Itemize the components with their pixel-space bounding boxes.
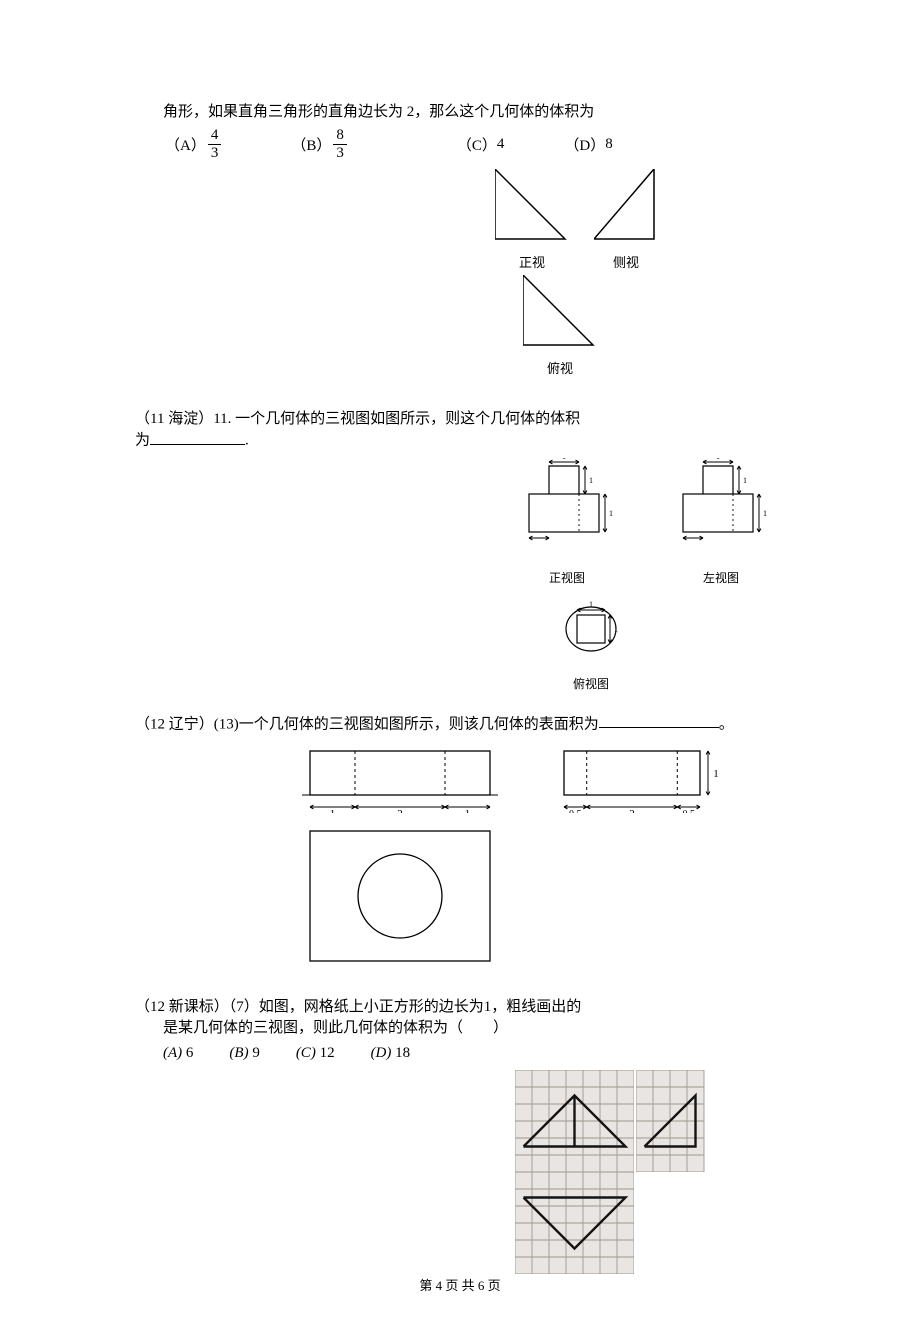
- q1-opt-b: （B） 83: [291, 127, 349, 161]
- q4-figure: [515, 1070, 785, 1274]
- q3-stem-row: （12 辽宁）(13)一个几何体的三视图如图所示，则该几何体的表面积为。: [135, 712, 785, 734]
- q3-figure: 1 2 1 1 0.5 2 0.5: [290, 741, 785, 975]
- q4-stem-l2: 是某几何体的三视图，则此几何体的体积为（ ）: [135, 1016, 785, 1037]
- q1-stem: 角形，如果直角三角形的直角边长为 2，那么这个几何体的体积为: [135, 100, 785, 121]
- svg-text:0.5: 0.5: [569, 809, 582, 813]
- q2-stem-line1: （11 海淀）11. 一个几何体的三视图如图所示，则这个几何体的体积: [135, 407, 785, 428]
- q3-blank: [599, 712, 719, 729]
- q2-side-label: 左视图: [661, 569, 781, 586]
- q1-front-label: 正视: [495, 252, 569, 271]
- svg-text:1: 1: [763, 509, 767, 518]
- q1-front-svg: [495, 169, 569, 243]
- q2-top-label: 俯视图: [531, 675, 651, 692]
- q4-top-svg: [515, 1172, 634, 1274]
- q1-side-svg: [594, 169, 658, 243]
- svg-text:1: 1: [716, 458, 720, 461]
- q1-options: （A） 43 （B） 83 （C）4 （D）8: [165, 127, 785, 161]
- q4: （12 新课标）（7）如图，网格纸上小正方形的边长为1，粗线画出的 是某几何体的…: [135, 995, 785, 1274]
- q4-opt-b: (B) 9: [229, 1045, 259, 1062]
- q4-side-svg: [636, 1070, 710, 1172]
- q2: （11 海淀）11. 一个几何体的三视图如图所示，则这个几何体的体积 为. 11…: [135, 407, 785, 692]
- q1-opt-c: （C）4: [457, 134, 505, 155]
- svg-text:1: 1: [743, 476, 747, 485]
- q1-top-svg: [523, 275, 597, 349]
- q3-front-svg: 1 2 1: [290, 741, 510, 813]
- svg-text:1: 1: [562, 458, 566, 461]
- q2-front-svg: 1 1 1: [507, 458, 627, 558]
- svg-text:1: 1: [589, 600, 593, 609]
- q1-top-label: 俯视: [523, 358, 597, 377]
- q2-front-label: 正视图: [507, 569, 627, 586]
- svg-text:2: 2: [397, 808, 403, 813]
- q1-figure: 正视 侧视 俯视: [495, 169, 785, 377]
- svg-text:1: 1: [330, 808, 336, 813]
- q2-stem-line2: 为.: [135, 428, 785, 450]
- q4-opt-c: (C) 12: [296, 1045, 335, 1062]
- q4-options: (A) 6 (B) 9 (C) 12 (D) 18: [135, 1045, 785, 1062]
- svg-text:1: 1: [589, 476, 593, 485]
- svg-text:1: 1: [609, 509, 613, 518]
- svg-text:1: 1: [713, 768, 718, 780]
- q1-side-label: 侧视: [594, 252, 658, 271]
- page-footer: 第 4 页 共 6 页: [0, 1275, 920, 1294]
- q1: 角形，如果直角三角形的直角边长为 2，那么这个几何体的体积为 （A） 43 （B…: [135, 100, 785, 377]
- q3-side-svg: 1 0.5 2 0.5: [548, 741, 718, 813]
- svg-text:2: 2: [629, 808, 635, 813]
- svg-text:1: 1: [614, 625, 618, 634]
- q1-opt-d: （D）8: [564, 134, 612, 155]
- q2-side-svg: 1 1 1: [661, 458, 781, 558]
- q4-opt-a: (A) 6: [163, 1045, 193, 1062]
- q3-top-svg: [300, 825, 500, 970]
- q3: （12 辽宁）(13)一个几何体的三视图如图所示，则该几何体的表面积为。 121…: [135, 712, 785, 976]
- q4-opt-d: (D) 18: [371, 1045, 411, 1062]
- q2-blank: [150, 428, 245, 445]
- q4-front-svg: [515, 1070, 634, 1172]
- q3-stem: （12 辽宁）(13)一个几何体的三视图如图所示，则该几何体的表面积为: [135, 716, 599, 732]
- q4-stem-l1: （12 新课标）（7）如图，网格纸上小正方形的边长为1，粗线画出的: [135, 995, 785, 1016]
- q2-top-svg: 11: [551, 594, 631, 664]
- q2-figure: 111 正视图 111 左视图 11 俯视图: [507, 458, 785, 692]
- q1-opt-a: （A） 43: [165, 127, 223, 161]
- svg-text:1: 1: [465, 808, 471, 813]
- svg-text:0.5: 0.5: [682, 809, 695, 813]
